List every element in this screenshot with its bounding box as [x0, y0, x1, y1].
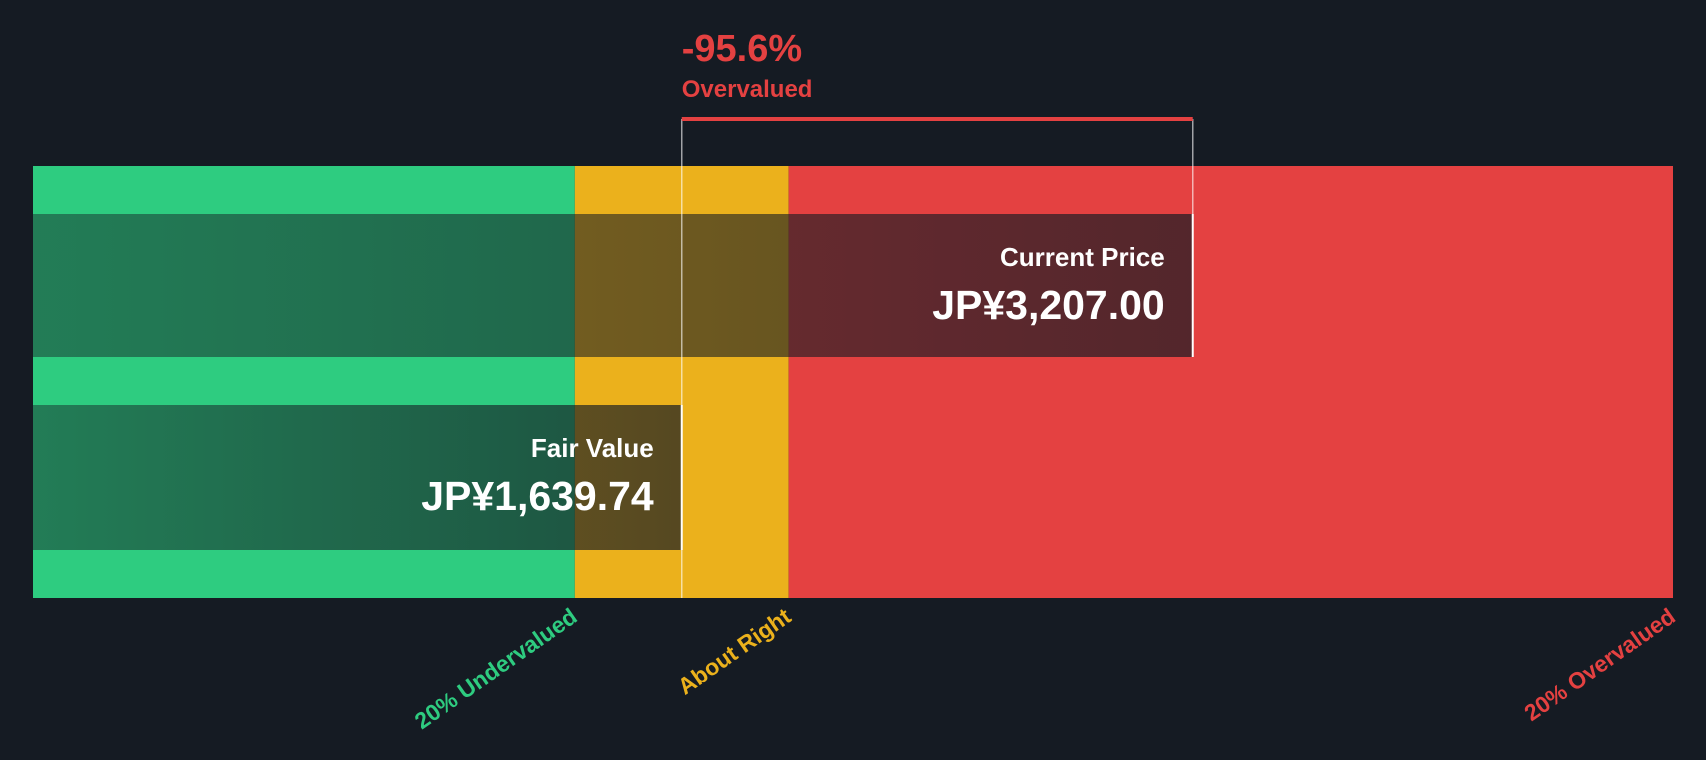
value-name: Current Price	[1000, 242, 1165, 272]
value-bar	[33, 214, 1193, 357]
zone-label: 20% Overvalued	[1519, 603, 1679, 726]
zone-label: 20% Undervalued	[410, 603, 582, 734]
annotation-value: -95.6%	[682, 28, 802, 70]
value-name: Fair Value	[531, 433, 654, 463]
zone-label: About Right	[673, 603, 796, 700]
annotation-text: Overvalued	[682, 76, 813, 103]
value-label: JP¥3,207.00	[932, 282, 1165, 328]
value-label: JP¥1,639.74	[421, 473, 654, 519]
value-bar	[33, 405, 682, 550]
